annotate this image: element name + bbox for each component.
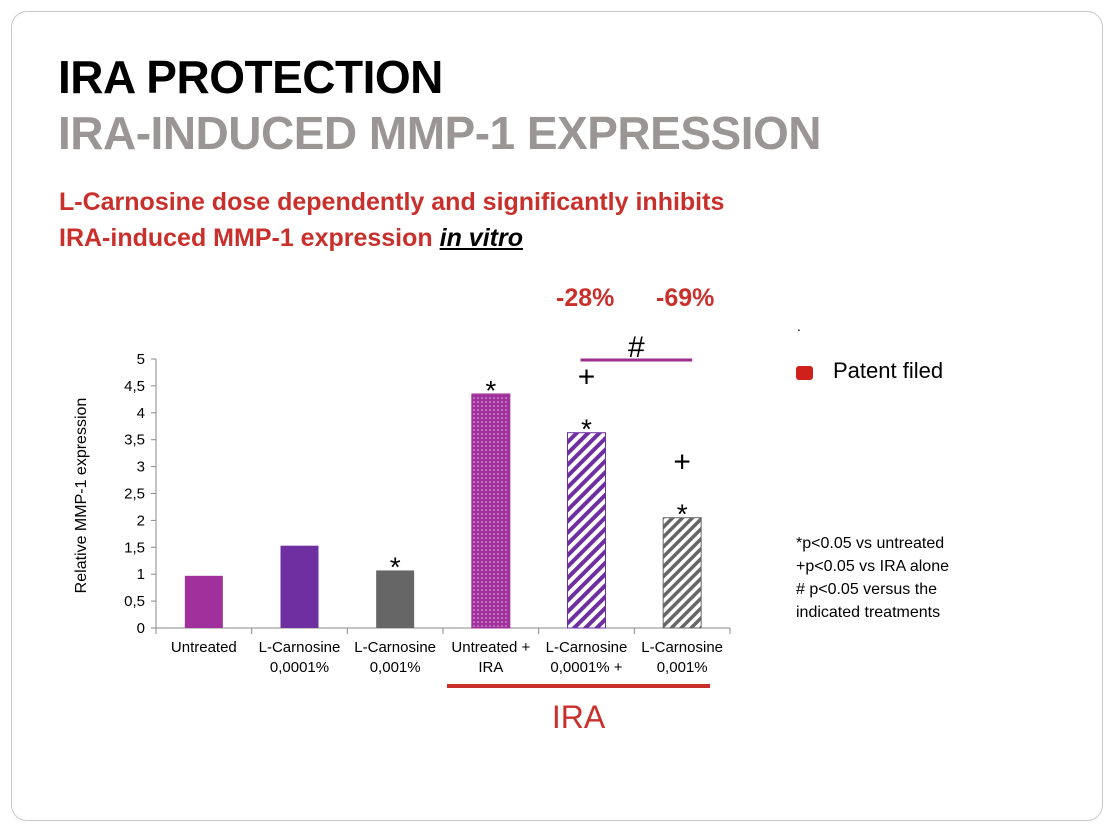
significance-star: *: [390, 551, 401, 582]
x-tick-label: 0,001%: [370, 659, 421, 676]
x-tick-label: 0,0001% +: [550, 659, 622, 676]
bar: [567, 432, 606, 629]
percent-reduction-low-dose: -28%: [556, 284, 615, 312]
legend-swatch-red: [796, 366, 813, 380]
y-tick-label: 4,5: [124, 378, 145, 395]
y-tick-label: 5: [137, 351, 145, 368]
bar: [184, 575, 223, 628]
x-tick-label: Untreated +: [451, 639, 530, 656]
note-line: +p<0.05 vs IRA alone: [796, 558, 949, 575]
x-tick-label: IRA: [478, 659, 503, 676]
stray-dot: .: [797, 318, 801, 334]
y-tick-label: 3: [137, 459, 145, 476]
y-tick-label: 1,5: [124, 539, 145, 556]
x-tick-label: L-Carnosine: [641, 639, 723, 656]
bar: [471, 393, 511, 629]
y-tick-label: 3,5: [124, 432, 145, 449]
legend-label: Patent filed: [833, 358, 944, 383]
x-tick-label: L-Carnosine: [546, 639, 628, 656]
bar: [662, 517, 702, 629]
slide-subtitle: IRA-INDUCED MMP-1 EXPRESSION: [58, 107, 821, 159]
y-tick-label: 2,5: [124, 486, 145, 503]
lead-text-line1: L-Carnosine dose dependently and signifi…: [59, 188, 725, 216]
y-tick-label: 4: [137, 405, 145, 422]
ira-group-label: IRA: [552, 699, 606, 735]
x-tick-label: Untreated: [171, 639, 237, 656]
significance-star: *: [485, 375, 496, 406]
y-tick-label: 2: [137, 512, 145, 529]
y-tick-label: 0: [137, 620, 145, 637]
significance-star: *: [581, 414, 592, 445]
lead-text-line2: IRA-induced MMP-1 expression in vitro: [59, 224, 523, 253]
significance-plus: +: [673, 446, 691, 479]
significance-notes: *p<0.05 vs untreated +p<0.05 vs IRA alon…: [796, 532, 949, 624]
bar: [376, 570, 415, 628]
note-line: indicated treatments: [796, 604, 941, 621]
y-axis-label: Relative MMP-1 expression: [73, 398, 90, 594]
slide-title: IRA PROTECTION: [58, 51, 443, 103]
hash-label: #: [628, 331, 645, 364]
x-tick-label: L-Carnosine: [259, 639, 341, 656]
note-line: # p<0.05 versus the: [796, 581, 937, 598]
bar: [280, 545, 319, 628]
note-line: *p<0.05 vs untreated: [796, 535, 945, 552]
significance-star: *: [677, 499, 688, 530]
x-tick-label: 0,001%: [657, 659, 708, 676]
x-tick-label: 0,0001%: [270, 659, 329, 676]
x-tick-label: L-Carnosine: [354, 639, 436, 656]
percent-reduction-high-dose: -69%: [656, 284, 715, 312]
lead-text-line2-prefix: IRA-induced MMP-1 expression: [59, 224, 440, 252]
significance-plus: +: [578, 361, 596, 394]
y-tick-label: 0,5: [124, 593, 145, 610]
lead-text-in-vitro: in vitro: [439, 224, 523, 252]
y-tick-label: 1: [137, 566, 145, 583]
